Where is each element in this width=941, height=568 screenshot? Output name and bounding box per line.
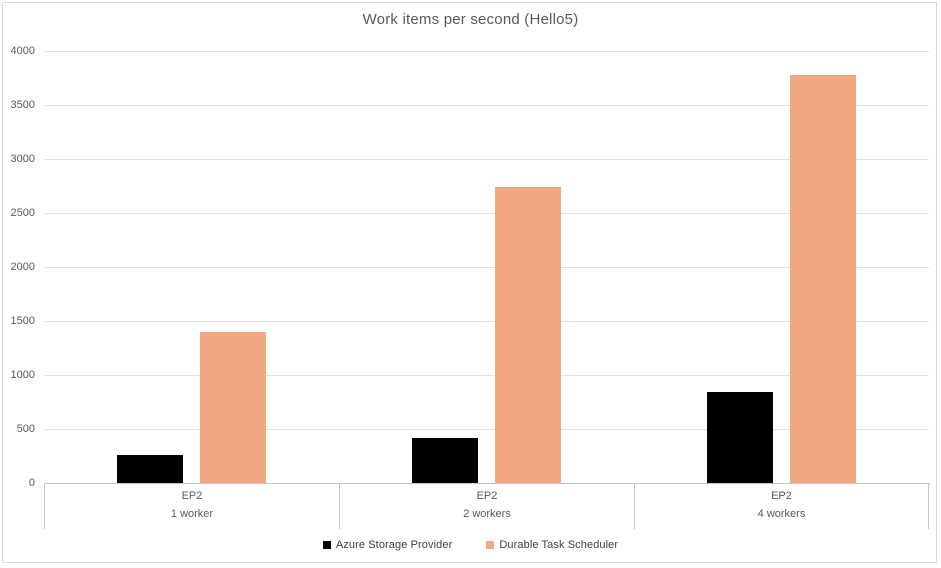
legend-item-durable-task-scheduler: Durable Task Scheduler: [486, 539, 618, 551]
category-workers-label: 1 worker: [170, 508, 214, 521]
legend-swatch-icon: [486, 541, 495, 549]
bar-azure-storage-provider-group2: [412, 438, 478, 483]
category-tier-label: EP2: [771, 489, 792, 502]
category-tier-label: EP2: [181, 489, 203, 502]
plot-area: [44, 51, 929, 483]
gridline-3000: [44, 159, 929, 160]
bar-durable-task-scheduler-group2: [495, 187, 561, 483]
legend: Azure Storage Provider Durable Task Sched…: [0, 537, 941, 553]
y-tick-label-2500: 2500: [10, 207, 35, 219]
category-group-1: EP2 1 worker: [44, 483, 339, 529]
y-tick-label-500: 500: [16, 423, 35, 435]
gridline-3500: [44, 105, 929, 106]
legend-label: Azure Storage Provider: [335, 539, 453, 551]
gridline-2500: [44, 213, 929, 214]
x-axis-category-labels: EP2 1 worker EP2 2 workers EP2 4 workers: [44, 483, 929, 529]
chart-title: Work items per second (Hello5): [362, 11, 579, 28]
bar-durable-task-scheduler-group3: [790, 75, 856, 483]
category-group-3: EP2 4 workers: [634, 483, 929, 529]
category-group-2: EP2 2 workers: [339, 483, 634, 529]
category-workers-label: 4 workers: [757, 508, 806, 521]
y-tick-label-0: 0: [28, 477, 35, 489]
y-tick-label-4000: 4000: [10, 45, 35, 57]
y-tick-label-1000: 1000: [10, 369, 35, 381]
gridline-1500: [44, 321, 929, 322]
legend-swatch-icon: [322, 541, 331, 549]
gridline-500: [44, 429, 929, 430]
bar-azure-storage-provider-group3: [707, 392, 773, 483]
category-tier-label: EP2: [476, 489, 498, 502]
category-workers-label: 2 workers: [463, 508, 511, 521]
y-tick-label-1500: 1500: [10, 315, 35, 327]
gridline-4000: [44, 51, 929, 52]
bar-azure-storage-provider-group1: [117, 455, 183, 483]
gridline-1000: [44, 375, 929, 376]
x-axis-line: [44, 483, 930, 484]
legend-item-azure-storage-provider: Azure Storage Provider: [322, 539, 453, 551]
y-tick-label-2000: 2000: [10, 261, 35, 273]
legend-label: Durable Task Scheduler: [499, 539, 619, 551]
y-tick-label-3500: 3500: [10, 99, 35, 111]
y-tick-label-3000: 3000: [10, 153, 35, 165]
gridline-2000: [44, 267, 929, 268]
bar-durable-task-scheduler-group1: [200, 332, 266, 483]
